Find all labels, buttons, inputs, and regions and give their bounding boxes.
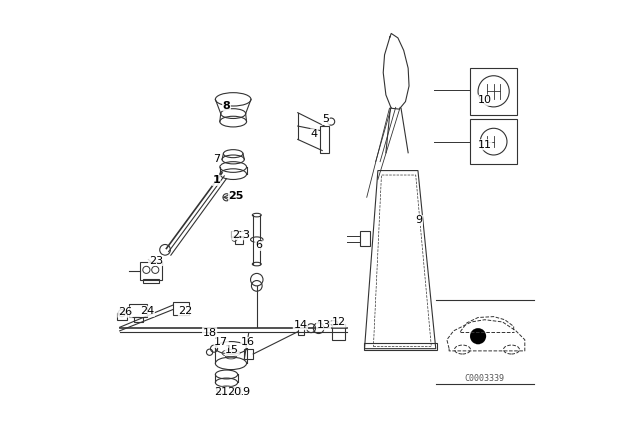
Bar [470,119,517,164]
Text: 15: 15 [225,345,239,355]
Text: 10: 10 [477,95,492,105]
Circle shape [470,328,486,344]
Bar [360,231,370,246]
Text: 8: 8 [223,100,230,111]
Text: 19: 19 [237,387,252,397]
Text: 4: 4 [310,129,318,139]
Text: 23: 23 [148,255,163,266]
Bar [116,313,127,320]
Text: 24: 24 [140,306,154,316]
Text: 2: 2 [232,230,239,240]
Text: 6: 6 [255,241,262,250]
Text: 21: 21 [214,387,228,397]
Text: 13: 13 [317,319,331,330]
Bar [143,279,159,283]
Text: 17: 17 [214,337,228,348]
Bar [173,302,189,315]
Bar [364,343,436,349]
Text: 16: 16 [241,337,255,348]
Text: 5: 5 [323,114,330,125]
Text: 1: 1 [212,175,220,185]
Text: C0003339: C0003339 [465,374,505,383]
Bar [332,324,345,340]
Text: 11: 11 [477,140,492,150]
Bar [298,327,305,335]
Bar [129,304,147,318]
Text: 12: 12 [332,317,346,327]
Text: 20: 20 [227,387,241,397]
Text: 25: 25 [228,191,244,202]
Bar [134,317,143,322]
Text: 26: 26 [118,307,132,317]
Text: 3: 3 [242,230,249,240]
Text: 9: 9 [415,215,422,225]
Bar [140,262,162,280]
Bar [244,349,253,359]
Bar [236,236,243,244]
Bar [320,126,329,153]
Bar [470,68,517,115]
Bar [231,231,247,237]
Text: 14: 14 [293,319,307,330]
Text: 22: 22 [179,306,193,316]
Text: 18: 18 [202,327,217,338]
Text: 7: 7 [213,154,220,164]
